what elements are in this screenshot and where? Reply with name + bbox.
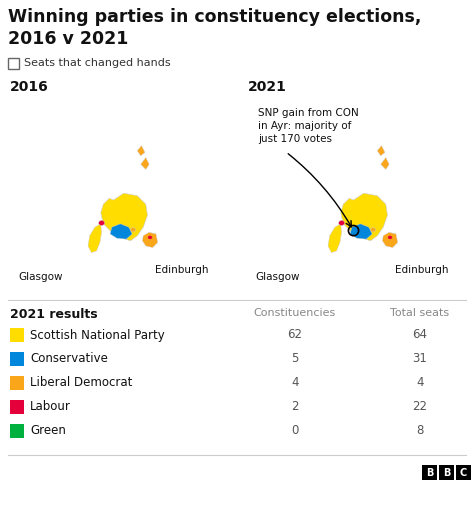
Ellipse shape	[388, 236, 392, 239]
Text: Glasgow: Glasgow	[255, 272, 300, 282]
Text: Scottish National Party: Scottish National Party	[30, 328, 165, 341]
Polygon shape	[110, 224, 132, 239]
Text: 0: 0	[292, 424, 299, 438]
Text: B: B	[443, 468, 450, 478]
Text: Green: Green	[30, 424, 66, 438]
Text: Total seats: Total seats	[391, 308, 449, 318]
Polygon shape	[101, 193, 147, 241]
Text: Labour: Labour	[30, 400, 71, 413]
Text: 2: 2	[291, 400, 299, 413]
Bar	[10, 376, 24, 390]
Text: 2021 results: 2021 results	[10, 308, 98, 321]
Text: 31: 31	[412, 353, 428, 366]
Text: Conservative: Conservative	[30, 353, 108, 366]
Polygon shape	[341, 193, 388, 241]
Text: 64: 64	[412, 328, 428, 341]
Ellipse shape	[148, 236, 152, 239]
Text: Edinburgh: Edinburgh	[395, 265, 448, 275]
Polygon shape	[350, 224, 372, 239]
Text: 8: 8	[416, 424, 424, 438]
Bar	[10, 352, 24, 366]
Bar	[8, 58, 19, 69]
Polygon shape	[142, 232, 158, 248]
Polygon shape	[328, 224, 342, 253]
Polygon shape	[383, 232, 398, 248]
Ellipse shape	[130, 227, 136, 232]
Text: 4: 4	[416, 377, 424, 390]
Ellipse shape	[99, 220, 105, 225]
Polygon shape	[137, 146, 145, 156]
Text: B: B	[426, 468, 433, 478]
Text: 2021: 2021	[248, 80, 287, 94]
Text: SNP gain from CON
in Ayr: majority of
just 170 votes: SNP gain from CON in Ayr: majority of ju…	[258, 108, 359, 145]
Ellipse shape	[371, 227, 375, 232]
Bar	[10, 328, 24, 342]
Text: 62: 62	[288, 328, 302, 341]
Bar	[422, 465, 437, 480]
Bar	[456, 465, 471, 480]
Text: Glasgow: Glasgow	[18, 272, 63, 282]
Text: Liberal Democrat: Liberal Democrat	[30, 377, 132, 390]
Text: Edinburgh: Edinburgh	[155, 265, 209, 275]
Text: 4: 4	[291, 377, 299, 390]
Text: Winning parties in constituency elections,
2016 v 2021: Winning parties in constituency election…	[8, 8, 421, 48]
Text: C: C	[460, 468, 467, 478]
Polygon shape	[141, 157, 149, 169]
Polygon shape	[377, 146, 385, 156]
Text: 2016: 2016	[10, 80, 49, 94]
Polygon shape	[381, 157, 389, 169]
Text: Constituencies: Constituencies	[254, 308, 336, 318]
Text: Seats that changed hands: Seats that changed hands	[24, 59, 171, 68]
Text: 5: 5	[292, 353, 299, 366]
Bar	[10, 424, 24, 438]
Text: 22: 22	[412, 400, 428, 413]
Polygon shape	[88, 224, 101, 253]
Ellipse shape	[338, 220, 345, 225]
Bar	[10, 400, 24, 414]
Bar	[439, 465, 454, 480]
